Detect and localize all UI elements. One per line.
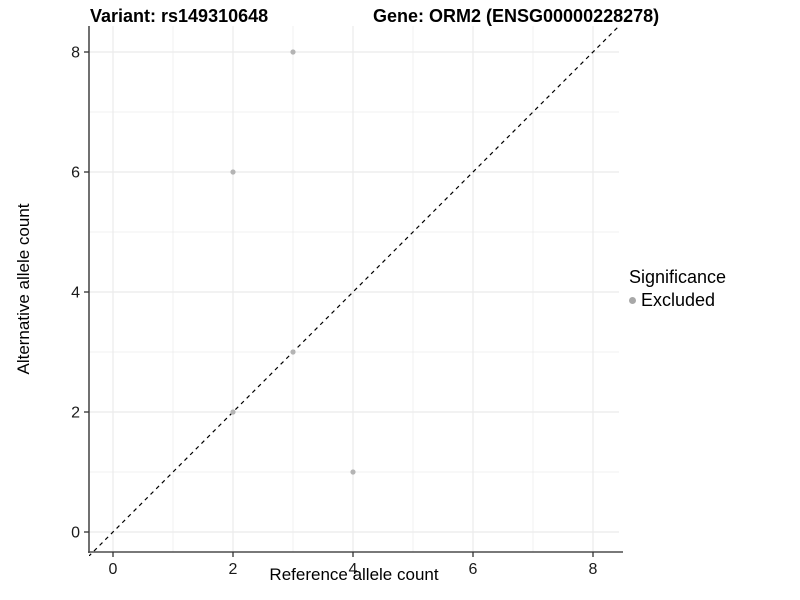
x-tick-label: 0 xyxy=(109,561,118,578)
y-axis-label: Alternative allele count xyxy=(14,203,33,375)
gene-title: Gene: ORM2 (ENSG00000228278) xyxy=(373,6,660,26)
legend-title: Significance xyxy=(629,267,727,287)
data-point xyxy=(230,169,236,175)
data-point xyxy=(290,49,296,55)
legend-item-excluded: Excluded xyxy=(629,290,726,311)
data-point xyxy=(350,469,356,475)
x-axis-label: Reference allele count xyxy=(269,565,439,584)
legend: Significance Excluded xyxy=(629,267,726,311)
x-tick-label: 8 xyxy=(589,561,598,578)
y-tick-label: 8 xyxy=(71,45,80,62)
y-tick-label: 2 xyxy=(71,405,80,422)
data-point xyxy=(290,349,296,355)
x-tick-label: 6 xyxy=(469,561,478,578)
legend-point-icon xyxy=(629,297,636,304)
identity-line xyxy=(89,25,619,556)
y-tick-label: 0 xyxy=(71,525,80,542)
x-tick-label: 2 xyxy=(229,561,238,578)
y-tick-label: 6 xyxy=(71,165,80,182)
variant-title: Variant: rs149310648 xyxy=(90,6,269,26)
x-tick-label: 4 xyxy=(349,561,358,578)
data-point xyxy=(230,409,236,415)
legend-item-label: Excluded xyxy=(641,290,716,310)
y-tick-label: 4 xyxy=(71,285,80,302)
